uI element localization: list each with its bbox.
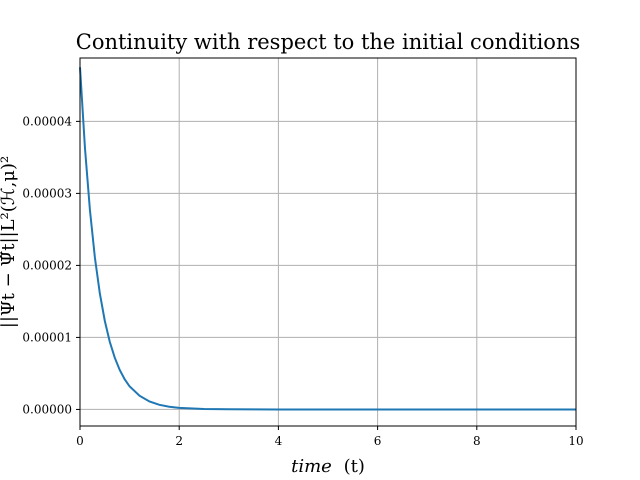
series-layer — [79, 67, 576, 411]
x-tick-label: 8 — [473, 434, 481, 448]
y-tick-label: 0.00002 — [22, 258, 72, 272]
grid-layer — [79, 58, 577, 426]
y-tick-label: 0.00000 — [22, 402, 72, 416]
plot-frame — [79, 57, 577, 427]
x-axis-label-rest: (t) — [344, 456, 365, 477]
x-axis-label-italic: time — [291, 456, 332, 477]
x-tick-label: 0 — [76, 434, 84, 448]
x-tick-label: 10 — [568, 434, 583, 448]
x-tick-label: 2 — [175, 434, 183, 448]
y-axis-label: ||Ψt − Ψ̃t||L²(ℋ,μ)² — [0, 156, 19, 328]
y-tick-label: 0.00001 — [22, 330, 72, 344]
y-tick-label: 0.00003 — [22, 186, 72, 200]
x-tick-label: 6 — [374, 434, 382, 448]
series-line-0 — [79, 67, 576, 411]
x-tick-label: 4 — [275, 434, 283, 448]
x-ticks: 0 2 4 6 8 10 — [76, 426, 584, 448]
y-ticks: 0.00000 0.00001 0.00002 0.00003 0.00004 — [22, 114, 80, 416]
x-axis-label: time (t) — [291, 456, 365, 477]
y-tick-label: 0.00004 — [22, 114, 72, 128]
chart-title: Continuity with respect to the initial c… — [76, 30, 581, 54]
